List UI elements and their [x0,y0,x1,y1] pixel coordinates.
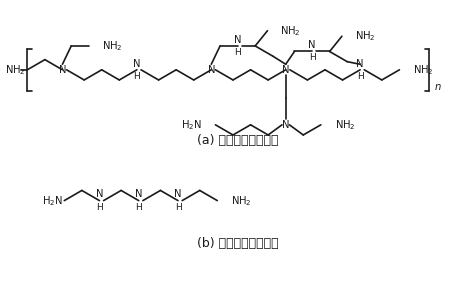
Text: N: N [234,35,241,45]
Text: N: N [282,65,290,75]
Text: N: N [174,189,182,199]
Text: NH$_2$: NH$_2$ [231,194,252,207]
Text: N: N [282,120,290,130]
Text: H$_2$N: H$_2$N [42,194,63,207]
Text: H: H [357,72,364,81]
Text: NH$_2$: NH$_2$ [413,63,434,77]
Text: N: N [96,189,103,199]
Text: N: N [308,40,316,50]
Text: (a) 聚乙烯亚胺结构式: (a) 聚乙烯亚胺结构式 [197,134,278,147]
Text: N: N [133,59,141,69]
Text: NH$_2$: NH$_2$ [102,39,122,53]
Text: N: N [59,65,66,75]
Text: n: n [435,82,441,92]
Text: H: H [174,203,182,212]
Text: NH$_2$: NH$_2$ [335,118,355,132]
Text: H: H [136,203,142,212]
Text: H: H [234,48,241,57]
Text: H$_2$N: H$_2$N [181,118,201,132]
Text: NH$_2$: NH$_2$ [281,24,301,38]
Text: N: N [356,59,364,69]
Text: N: N [135,189,143,199]
Text: H: H [96,203,103,212]
Text: H: H [309,54,315,62]
Text: H: H [134,72,140,81]
Text: NH$_2$: NH$_2$ [355,29,375,43]
Text: (b) 四乙烯五胺结构式: (b) 四乙烯五胺结构式 [197,237,278,250]
Text: NH$_2$: NH$_2$ [5,63,25,77]
Text: N: N [208,65,215,75]
